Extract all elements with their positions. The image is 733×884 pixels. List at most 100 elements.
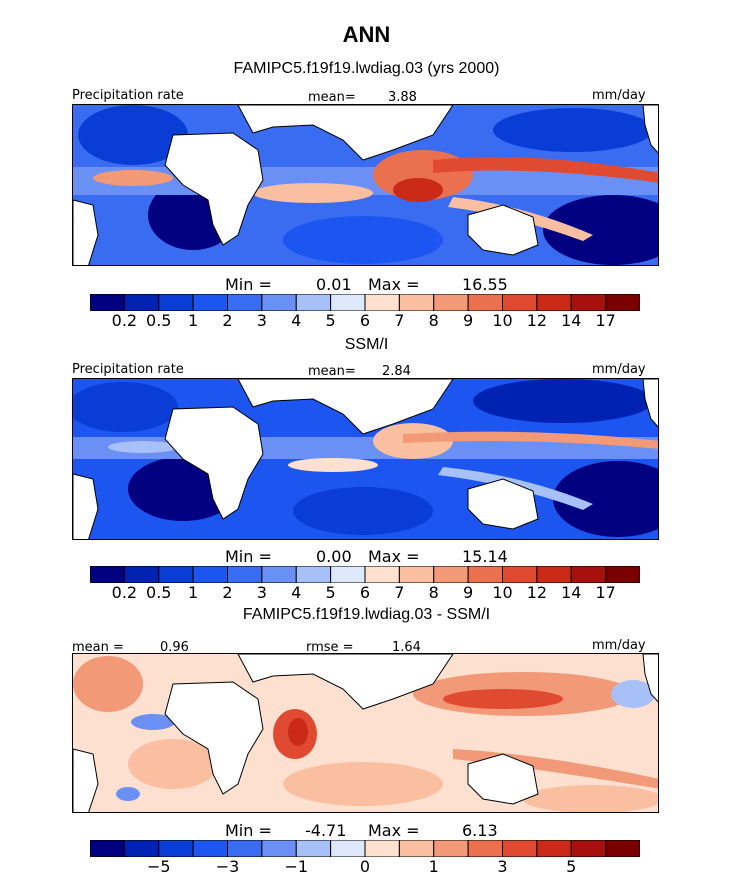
panel-3-rmse-label: rmse = xyxy=(306,640,354,655)
colorbar-tick-label: 1 xyxy=(188,583,199,602)
colorbar-swatch xyxy=(398,294,435,311)
continent-australia xyxy=(467,478,539,530)
panel-2-subtitle: SSM/I xyxy=(344,336,389,353)
continent-south-america-edge xyxy=(73,473,99,539)
panel-1-subtitle: FAMIPC5.f19f19.lwdiag.03 (yrs 2000) xyxy=(233,60,500,77)
colorbar-swatch xyxy=(364,566,400,583)
colorbar-swatch xyxy=(192,294,228,311)
anomaly-south-pacific xyxy=(523,785,658,812)
colorbar-swatch xyxy=(261,566,297,583)
panel-1-map xyxy=(72,104,659,266)
colorbar-tick-label: 3 xyxy=(497,857,508,876)
panel-3-units: mm/day xyxy=(592,638,646,653)
colorbar-swatch xyxy=(295,840,332,857)
colorbar-swatch xyxy=(123,294,160,311)
colorbar-swatch xyxy=(227,840,263,857)
continent-australia xyxy=(467,204,539,256)
colorbar-tick-label: 2 xyxy=(222,583,233,602)
colorbar-tick-label: 17 xyxy=(595,311,616,330)
colorbar-tick-label: 8 xyxy=(428,311,439,330)
colorbar-tick-label: 3 xyxy=(256,311,267,330)
dry-zone-north-atlantic xyxy=(78,105,188,165)
continent-africa xyxy=(164,132,264,246)
colorbar-swatch xyxy=(502,840,538,857)
panel-3-max-value: 6.13 xyxy=(462,821,498,840)
colorbar-tick-label: 0.2 xyxy=(111,583,138,602)
colorbar-tick-label: 7 xyxy=(394,311,405,330)
colorbar-swatch xyxy=(192,840,228,857)
panel-3-colorbar-ticks: −5 −3 −1 0 1 3 5 xyxy=(90,857,640,877)
continent-australia xyxy=(467,753,539,805)
panel-2-min-label: Min = xyxy=(225,547,272,566)
panel-3-min-label: Min = xyxy=(225,821,272,840)
dry-zone-north-pacific xyxy=(493,108,653,152)
colorbar-swatch xyxy=(364,294,400,311)
panel-3-min-value: -4.71 xyxy=(305,821,347,840)
dry-zone-south-pacific xyxy=(543,195,658,265)
colorbar-tick-label: 5 xyxy=(325,583,336,602)
panel-1-colorbar xyxy=(90,294,640,311)
colorbar-swatch xyxy=(433,566,469,583)
panel-2-map xyxy=(72,378,659,540)
dry-zone-indian xyxy=(283,216,443,264)
itcz-atlantic xyxy=(93,170,173,186)
colorbar-swatch xyxy=(364,840,400,857)
panel-2-max-label: Max = xyxy=(368,547,420,566)
colorbar-tick-label: 6 xyxy=(359,583,371,602)
colorbar-swatch xyxy=(467,840,503,857)
colorbar-swatch xyxy=(90,294,125,311)
colorbar-tick-label: 0.5 xyxy=(146,311,172,330)
colorbar-tick-label: −1 xyxy=(284,857,309,876)
colorbar-swatch xyxy=(536,294,572,311)
panel-1-variable-label: Precipitation rate xyxy=(72,88,184,103)
colorbar-swatch xyxy=(330,294,366,311)
colorbar-swatch xyxy=(330,566,366,583)
panel-2-mean-value: 2.84 xyxy=(382,364,411,379)
panel-1-colorbar-ticks: 0.2 0.5 1 2 3 4 5 6 7 8 9 10 12 14 17 xyxy=(90,311,640,331)
colorbar-tick-label: 9 xyxy=(463,311,474,330)
anomaly-indian-west-core xyxy=(288,718,308,746)
colorbar-tick-label: −3 xyxy=(215,857,240,876)
colorbar-swatch xyxy=(261,840,297,857)
panel-2-units: mm/day xyxy=(592,362,646,377)
colorbar-tick-label: 2 xyxy=(222,311,233,330)
colorbar-swatch xyxy=(158,566,194,583)
colorbar-swatch xyxy=(570,840,607,857)
colorbar-swatch xyxy=(536,566,572,583)
colorbar-swatch xyxy=(192,566,228,583)
colorbar-swatch xyxy=(295,566,332,583)
panel-1-mean-value: 3.88 xyxy=(388,90,417,105)
warm-pool-core xyxy=(393,178,443,202)
continent-eurasia xyxy=(237,105,454,161)
panel-3-rmse-value: 1.64 xyxy=(392,640,421,655)
colorbar-tick-label: 10 xyxy=(492,311,513,330)
colorbar-tick-label: 10 xyxy=(492,583,513,602)
panel-2-colorbar xyxy=(90,566,640,583)
colorbar-swatch xyxy=(90,566,125,583)
continent-eurasia xyxy=(237,379,454,435)
colorbar-tick-label: 3 xyxy=(256,583,267,602)
panel-2-mean-label: mean= xyxy=(308,364,356,379)
anomaly-north-atlantic xyxy=(73,656,143,712)
colorbar-tick-label: 1 xyxy=(428,857,439,876)
itcz-atlantic xyxy=(108,441,178,453)
colorbar-tick-label: 9 xyxy=(463,583,474,602)
continent-africa xyxy=(164,681,264,795)
colorbar-swatch xyxy=(502,566,538,583)
continent-africa xyxy=(164,406,264,520)
colorbar-swatch xyxy=(570,294,607,311)
panel-1-max-value: 16.55 xyxy=(462,275,508,294)
colorbar-swatch xyxy=(90,840,125,857)
panel-1-min-label: Min = xyxy=(225,275,272,294)
indian-ocean-band xyxy=(288,458,378,472)
colorbar-swatch xyxy=(502,294,538,311)
colorbar-swatch xyxy=(123,840,160,857)
colorbar-swatch xyxy=(467,294,503,311)
itcz-indian xyxy=(253,183,373,203)
colorbar-swatch xyxy=(227,294,263,311)
colorbar-swatch xyxy=(330,840,366,857)
colorbar-swatch xyxy=(433,840,469,857)
dry-zone-north-pacific xyxy=(473,379,653,423)
colorbar-tick-label: 4 xyxy=(291,583,302,602)
panel-2-variable-label: Precipitation rate xyxy=(72,362,184,377)
